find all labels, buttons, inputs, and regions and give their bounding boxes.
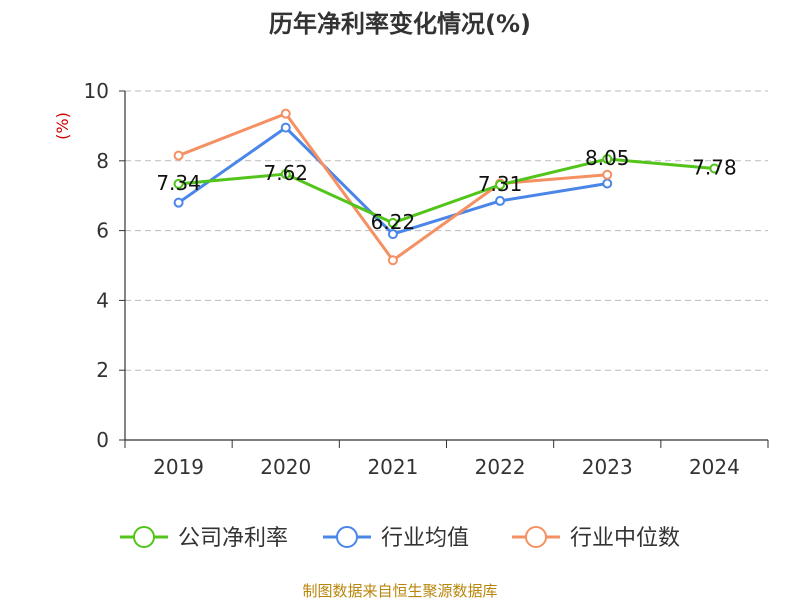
series-line [178, 157, 715, 225]
y-tick-label: 6 [96, 219, 109, 243]
data-labels: 7.34 7.62 6.22 7.31 8.05 7.78 [156, 146, 736, 234]
data-point[interactable] [495, 179, 506, 190]
data-label: 7.34 [156, 171, 201, 195]
chart-title: 历年净利率变化情况(%) [269, 10, 531, 38]
data-point[interactable] [387, 255, 398, 266]
data-point[interactable] [173, 178, 184, 189]
y-tick-label: 8 [96, 149, 109, 173]
y-axis-unit-label: (%) [53, 112, 72, 140]
data-point[interactable] [387, 229, 398, 240]
legend-marker [525, 526, 547, 548]
data-label: 7.31 [478, 172, 523, 196]
data-point[interactable] [602, 154, 613, 165]
legend-label: 公司净利率 [178, 526, 288, 551]
data-point[interactable] [280, 108, 291, 119]
data-point[interactable] [173, 197, 184, 208]
x-tick-label: 2019 [153, 455, 204, 479]
y-tick-label: 2 [96, 358, 109, 382]
data-label: 8.05 [585, 146, 630, 170]
legend-label: 行业均值 [381, 526, 469, 551]
legend-item[interactable]: 行业中位数 [512, 526, 680, 551]
data-point[interactable] [495, 195, 506, 206]
data-point[interactable] [709, 163, 720, 174]
data-label: 7.62 [263, 161, 308, 185]
y-tick-label: 10 [84, 79, 109, 103]
data-label: 6.22 [371, 210, 416, 234]
data-point[interactable] [602, 178, 613, 189]
legend-item[interactable]: 行业均值 [323, 526, 469, 551]
data-point[interactable] [387, 217, 398, 228]
legend[interactable]: 公司净利率 行业均值 行业中位数 [120, 526, 680, 551]
legend-item[interactable]: 公司净利率 [120, 526, 288, 551]
x-tick-label: 2021 [367, 455, 418, 479]
source-note: 制图数据来自恒生聚源数据库 [302, 582, 497, 600]
grid-lines [125, 90, 768, 371]
data-point[interactable] [602, 169, 613, 180]
series-lines [173, 108, 720, 266]
x-tick-label: 2024 [689, 455, 740, 479]
axes: 0 2 4 6 8 10 2019 2020 2021 2022 2023 2024 [84, 79, 769, 479]
data-label: 7.78 [692, 155, 737, 179]
legend-label: 行业中位数 [570, 526, 680, 551]
legend-marker [133, 526, 155, 548]
legend-marker [336, 526, 358, 548]
x-tick-label: 2020 [260, 455, 311, 479]
x-tick-label: 2023 [582, 455, 633, 479]
data-point[interactable] [173, 150, 184, 161]
data-point[interactable] [280, 122, 291, 133]
x-tick-label: 2022 [475, 455, 526, 479]
y-tick-label: 4 [96, 288, 109, 312]
data-point[interactable] [280, 169, 291, 180]
y-tick-label: 0 [96, 428, 109, 452]
